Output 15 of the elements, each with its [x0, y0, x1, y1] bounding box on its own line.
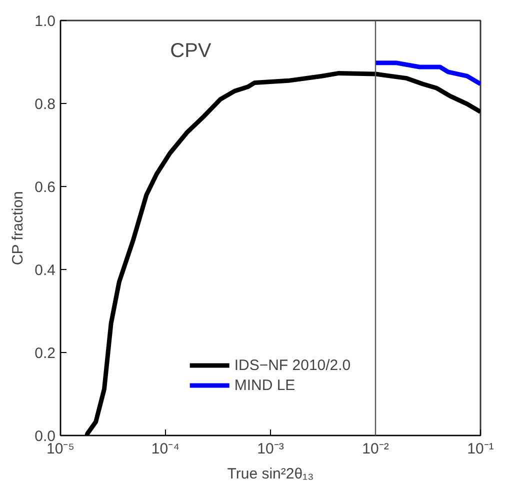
- x-tick-label: 10⁻⁵: [46, 440, 74, 458]
- x-tick-label: 10⁻²: [362, 440, 389, 458]
- y-tick-label: 0.6: [34, 179, 56, 196]
- legend-label: MIND LE: [234, 376, 296, 394]
- y-tick-label: 0.8: [34, 96, 56, 113]
- y-tick-label: 0.2: [34, 345, 56, 362]
- legend-label: IDS−NF 2010/2.0: [234, 356, 351, 374]
- text: CPV: [170, 40, 212, 62]
- y-tick-label: 0.4: [34, 262, 56, 279]
- y-axis-title: CP fraction: [10, 191, 27, 266]
- x-tick-label: 10⁻⁴: [151, 440, 180, 458]
- x-tick-label: 10⁻¹: [467, 440, 494, 458]
- x-axis-title: True sin²2θ₁₃: [227, 466, 314, 482]
- x-tick-label: 10⁻³: [257, 440, 284, 458]
- y-tick-label: 1.0: [34, 13, 56, 30]
